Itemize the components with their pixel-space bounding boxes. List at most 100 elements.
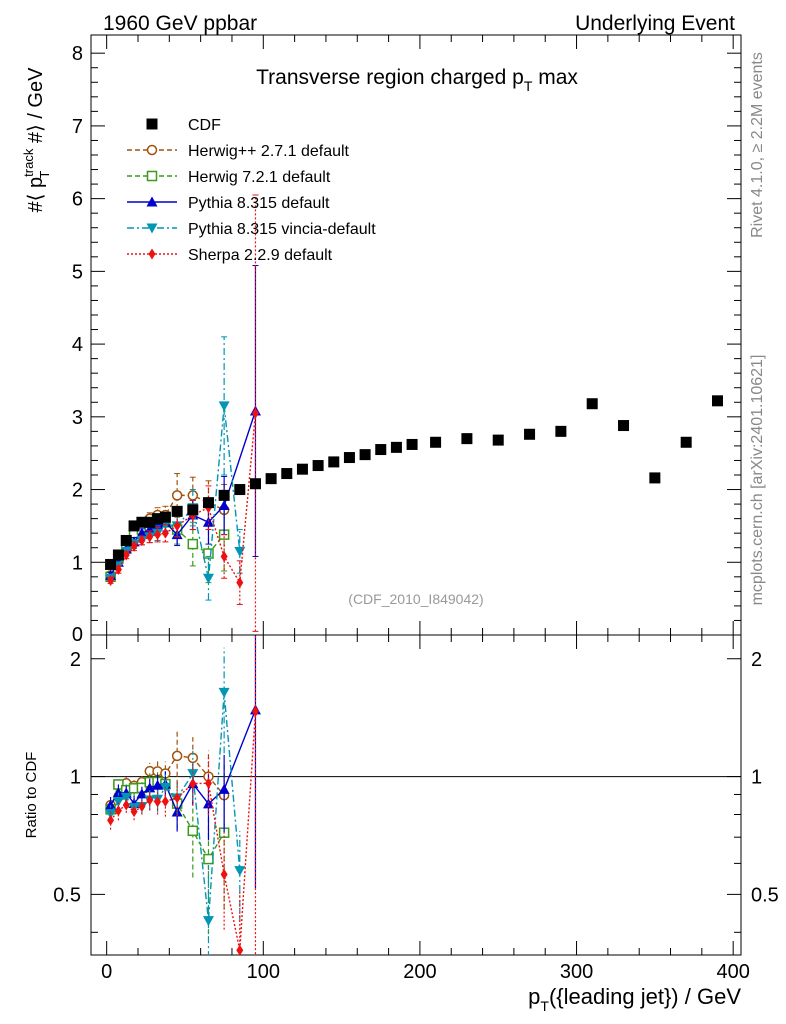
main-y-tick-label: 6 <box>72 189 83 211</box>
data-point <box>586 398 598 410</box>
main-y-zero-label: 0 <box>72 624 83 646</box>
data-point <box>281 468 293 480</box>
y-axis-label: #⟨ ptrackT #⟩ / GeV <box>21 67 52 213</box>
legend-item: Sherpa 2.2.9 default <box>127 247 333 264</box>
data-point <box>406 438 418 450</box>
legend-marker <box>146 196 158 207</box>
main-y-tick-label: 1 <box>72 552 83 574</box>
main-axis-ticks: 1 2 3 4 5 6 7 8 0 <box>72 43 741 646</box>
data-point <box>146 531 154 543</box>
data-point <box>105 558 117 570</box>
legend-item: Pythia 8.315 vincia-default <box>127 221 376 238</box>
data-point <box>220 550 228 562</box>
ratio-point <box>220 868 228 880</box>
data-point <box>120 534 132 546</box>
series-cdf <box>105 395 724 570</box>
data-point <box>152 513 164 525</box>
data-point <box>202 516 214 527</box>
main-plot-data <box>105 194 724 632</box>
x-tick-label: 300 <box>560 961 593 983</box>
data-point <box>249 478 261 490</box>
data-point <box>130 540 138 552</box>
legend-marker <box>148 248 156 260</box>
ratio-point <box>112 787 124 798</box>
ratio-point <box>161 795 169 807</box>
data-point <box>144 524 156 535</box>
data-point <box>359 449 371 461</box>
mcplots-label: mcplots.cern.ch [arXiv:2401.10621] <box>749 355 766 606</box>
ratio-point <box>187 769 199 780</box>
legend-label: Herwig 7.2.1 default <box>188 169 331 186</box>
ratio-point <box>107 814 115 826</box>
main-y-tick-label: 2 <box>72 480 83 502</box>
header-left: 1960 GeV ppbar <box>103 12 257 35</box>
data-point <box>265 473 277 485</box>
data-point <box>618 420 630 432</box>
data-point <box>187 504 199 516</box>
ratio-point <box>120 792 132 803</box>
x-tick-label: 0 <box>101 961 112 983</box>
legend-item: Herwig++ 2.7.1 default <box>127 143 350 160</box>
ratio-point <box>187 825 199 837</box>
data-point <box>128 520 140 532</box>
legend-marker <box>146 144 158 156</box>
ratio-point <box>152 779 164 790</box>
legend-marker <box>146 170 158 182</box>
ratio-y-tick-label: 0.5 <box>53 884 81 906</box>
data-point <box>375 444 387 456</box>
plot-title: Transverse region charged pT max <box>256 66 578 94</box>
x-tick-label: 200 <box>403 961 436 983</box>
data-point <box>234 546 246 557</box>
xlabel-post: ({leading jet}) / GeV <box>549 984 741 1009</box>
ratio-point <box>171 750 183 762</box>
data-point <box>122 549 130 561</box>
legend-label: Pythia 8.315 default <box>188 195 330 212</box>
ratio-point <box>173 792 181 804</box>
data-point <box>171 490 183 501</box>
data-point <box>136 516 148 528</box>
ratio-point <box>204 777 212 789</box>
legend-marker <box>146 118 158 130</box>
data-point <box>218 489 230 501</box>
ratio-point <box>105 809 117 820</box>
data-point <box>343 452 355 464</box>
ratio-point <box>218 783 230 794</box>
ratio-point <box>138 800 146 812</box>
ratio-point <box>189 778 197 790</box>
ratio-point <box>202 916 214 927</box>
ylabel-sup: track <box>21 148 36 177</box>
x-axis-ticks: 0 100 200 300 400 <box>101 35 750 983</box>
series-line <box>110 413 257 585</box>
ratio-point <box>251 706 259 718</box>
ylabel-sub: T <box>37 171 52 179</box>
data-point <box>218 401 230 412</box>
data-point <box>202 497 214 509</box>
header-right: Underlying Event <box>575 12 735 35</box>
ratio-point <box>105 799 117 810</box>
ratio-point <box>144 782 156 793</box>
x-tick-label: 100 <box>247 961 280 983</box>
data-point <box>218 500 230 511</box>
data-point <box>555 425 567 437</box>
legend-label: Pythia 8.315 vincia-default <box>188 221 376 238</box>
ratio-y-tick-label: 1 <box>70 767 81 789</box>
legend-label: Herwig++ 2.7.1 default <box>188 143 350 160</box>
x-tick-label: 400 <box>716 961 749 983</box>
data-point <box>712 395 724 407</box>
data-point <box>138 534 146 546</box>
data-point <box>234 484 246 496</box>
legend-item: Herwig 7.2.1 default <box>127 169 331 186</box>
xlabel-pre: p <box>528 984 540 1009</box>
data-point <box>251 407 259 419</box>
analysis-id: (CDF_2010_I849042) <box>348 591 483 607</box>
data-point <box>114 564 122 576</box>
ratio-point <box>234 866 246 877</box>
legend-marker <box>146 223 158 234</box>
data-point <box>144 516 156 528</box>
ratio-series-sherpa-2-2-9-default <box>107 635 259 955</box>
main-y-tick-label: 4 <box>72 334 83 356</box>
data-point <box>492 434 504 446</box>
data-point <box>430 436 442 448</box>
ratio-point <box>236 944 244 955</box>
